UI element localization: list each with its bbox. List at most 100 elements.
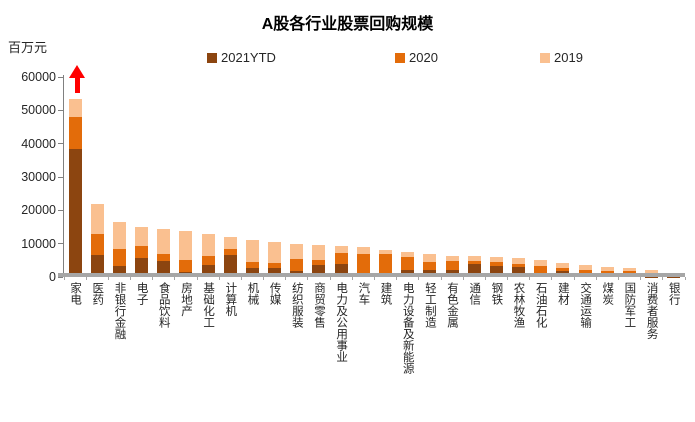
bar-通信 [463,77,485,277]
x-tick-mark [218,277,220,280]
legend-swatch [207,52,217,63]
x-tick-mark [63,277,65,280]
bar-segment-2019 [201,234,215,256]
x-tick-mark [285,277,287,280]
bar-segment-2019 [512,258,526,265]
y-tick-mark [58,109,63,111]
bar-segment-2021YTD [68,148,82,277]
x-axis-label: 食品饮料 [157,282,170,328]
bar-segment-2021YTD [268,267,282,277]
x-axis-label: 家电 [69,282,82,305]
x-tick-mark [85,277,87,280]
bar-segment-2021YTD [489,266,503,277]
bar-segment-2020 [445,261,459,271]
legend-label: 2020 [409,50,438,65]
bar-segment-2019 [90,203,104,234]
x-tick-mark [684,277,686,280]
bar-segment-2020 [112,248,126,266]
x-tick-mark [107,277,109,280]
bar-汽车 [352,77,374,277]
bar-轻工制造 [419,77,441,277]
bar-segment-2020 [201,256,215,265]
bar-segment-2020 [489,262,503,266]
x-axis-label: 电子 [135,282,148,305]
x-axis-label: 交通运输 [579,282,592,328]
x-tick-mark [573,277,575,280]
x-axis-label: 电力及公用事业 [335,282,348,363]
x-tick-mark [484,277,486,280]
x-tick-mark [462,277,464,280]
bar-segment-2020 [179,260,193,273]
x-axis-label: 计算机 [224,282,237,317]
x-axis-label: 石油石化 [534,282,547,328]
bar-segment-2021YTD [245,268,259,277]
y-tick-label: 50000 [21,103,56,118]
bar-农林牧渔 [507,77,529,277]
x-tick-mark [440,277,442,280]
bar-商贸零售 [308,77,330,277]
plot-area [58,65,686,280]
bar-segment-2020 [467,261,481,264]
y-axis-unit-label: 百万元 [8,40,48,55]
bar-电力及公用事业 [330,77,352,277]
legend: 2021YTD 2020 2019 [0,50,695,66]
x-axis-label: 煤炭 [601,282,614,305]
x-tick-mark [240,277,242,280]
bar-计算机 [219,77,241,277]
bar-segment-2019 [223,237,237,250]
bar-石油石化 [530,77,552,277]
bar-segment-2021YTD [223,255,237,277]
x-axis-label: 机械 [246,282,259,305]
bar-segment-2019 [467,256,481,262]
bar-钢铁 [485,77,507,277]
bar-segment-2019 [534,260,548,266]
x-axis-label: 建筑 [379,282,392,305]
bar-segment-2021YTD [512,267,526,277]
bar-银行 [663,77,685,277]
x-axis-label: 基础化工 [202,282,215,328]
x-tick-mark [130,277,132,280]
y-tick-label: 60000 [21,70,56,84]
bar-segment-2019 [268,242,282,264]
chart-title: A股各行业股票回购规模 [261,16,434,33]
bar-segment-2020 [245,262,259,269]
legend-label: 2021YTD [221,50,276,65]
y-tick-mark [58,76,63,78]
y-tick-mark [58,276,63,278]
bar-segment-2020 [68,117,82,149]
bar-建材 [552,77,574,277]
bar-segment-2019 [489,257,503,262]
bar-电力设备及新能源 [397,77,419,277]
x-tick-mark [196,277,198,280]
bar-segment-2019 [423,254,437,262]
bar-segment-2020 [312,260,326,266]
legend-swatch [540,52,550,63]
x-axis-label: 钢铁 [490,282,503,305]
bar-segment-2019 [645,270,659,273]
bar-segment-2020 [268,263,282,268]
bar-segment-2020 [334,252,348,264]
bar-segment-2020 [578,270,592,274]
y-axis-line [63,75,64,277]
bar-segment-2019 [556,263,570,268]
bar-医药 [86,77,108,277]
x-tick-mark [263,277,265,280]
x-tick-mark [507,277,509,280]
bar-segment-2019 [600,267,614,272]
bar-segment-2021YTD [112,266,126,277]
y-tick-label: 40000 [21,136,56,151]
bar-建筑 [374,77,396,277]
bar-交通运输 [574,77,596,277]
x-axis-label: 国防军工 [623,282,636,328]
bar-segment-2020 [534,265,548,276]
arrow-stem [74,77,80,93]
legend-item: 2020 [395,50,438,65]
bar-segment-2019 [578,265,592,271]
bar-segment-2020 [90,233,104,256]
x-axis-label: 纺织服装 [290,282,303,328]
bar-家电 [64,77,86,277]
x-tick-mark [374,277,375,280]
x-tick-mark [174,277,176,280]
up-arrow-annotation [68,65,86,93]
